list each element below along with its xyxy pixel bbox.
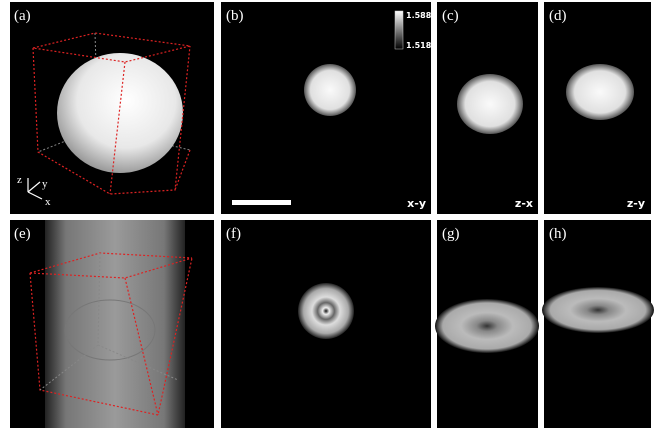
slice-f: [298, 283, 354, 339]
figure: z y x 1.588 1.518 (a) (b) (c) (d) (e) (f…: [0, 0, 666, 430]
axis-x: x: [45, 196, 51, 208]
view-label: z-y: [627, 197, 645, 210]
scale-bar: [232, 200, 291, 205]
panel-label: (h): [549, 226, 567, 242]
axis-z: z: [17, 174, 22, 186]
panel-label: (b): [226, 8, 244, 24]
sphere: [57, 53, 183, 173]
colorbar-min: 1.518: [406, 41, 432, 50]
panel-label: (a): [14, 8, 31, 24]
panel-label: (d): [549, 8, 567, 24]
slice-g: [435, 299, 539, 353]
panel-label: (c): [442, 8, 459, 24]
axis-y: y: [42, 178, 48, 190]
colorbar-max: 1.588: [406, 11, 432, 20]
view-label: z-x: [515, 197, 533, 210]
slice-h: [542, 287, 654, 333]
view-label: x-y: [407, 197, 426, 210]
slice-zy: [566, 64, 634, 120]
panel-label: (f): [226, 226, 241, 242]
slice-xy: [304, 64, 356, 116]
slice-zx: [457, 74, 523, 134]
colorbar: [395, 11, 403, 49]
panel-label: (g): [442, 226, 460, 242]
panel-label: (e): [14, 226, 31, 242]
